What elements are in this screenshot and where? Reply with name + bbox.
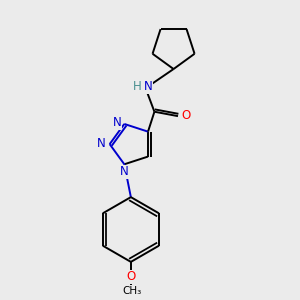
Text: N: N (97, 137, 106, 150)
Text: N: N (144, 80, 152, 93)
Text: CH₃: CH₃ (123, 286, 142, 296)
Text: N: N (120, 165, 129, 178)
Text: O: O (126, 270, 136, 283)
Text: O: O (181, 109, 190, 122)
Text: N: N (113, 116, 122, 129)
Text: H: H (133, 80, 142, 93)
